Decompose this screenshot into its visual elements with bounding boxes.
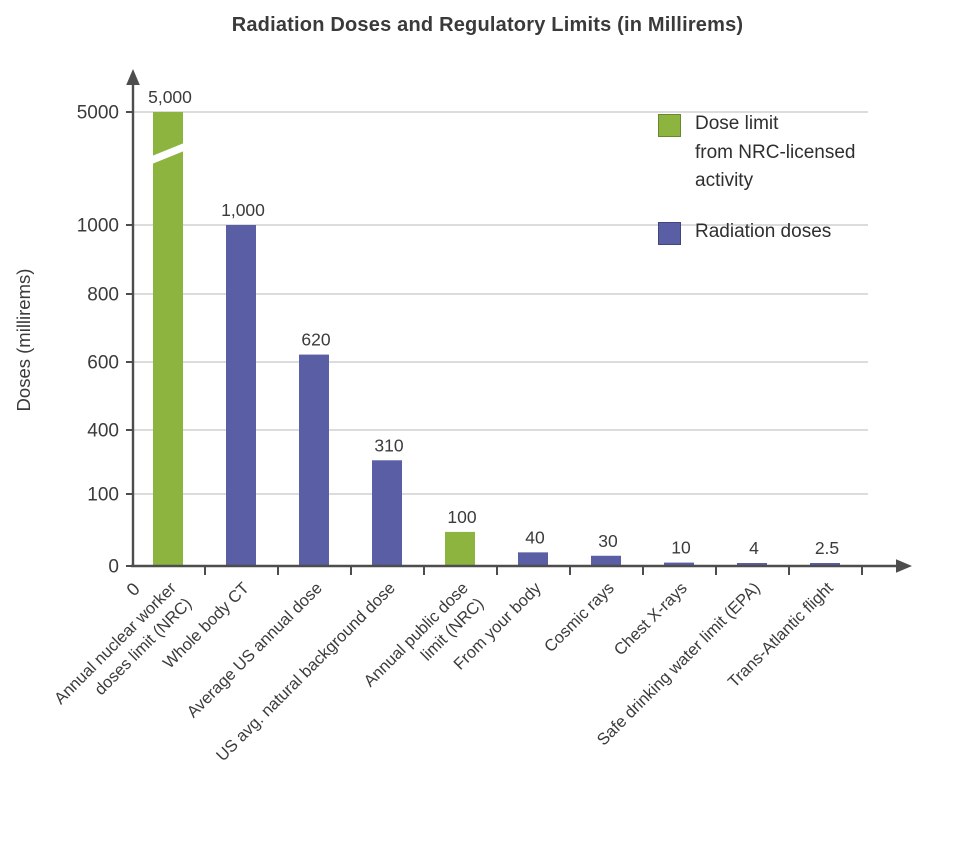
legend-label-line: Radiation doses	[695, 220, 832, 242]
bar-5	[518, 552, 548, 566]
x-category-label-6: Cosmic rays	[541, 579, 618, 656]
bar-1	[226, 225, 256, 566]
y-tick-label-1000: 1000	[77, 216, 119, 237]
y-tick-label-100: 100	[87, 485, 119, 506]
bar-value-label-0: 5,000	[148, 87, 192, 107]
y-tick-label-400: 400	[87, 421, 119, 442]
legend-item-radiation-doses: Radiation doses	[658, 218, 855, 247]
bar-2	[299, 354, 329, 566]
bar-value-label-1: 1,000	[221, 200, 265, 220]
legend-label-radiation-doses: Radiation doses	[695, 218, 831, 247]
legend-label-dose-limit: Dose limit from NRC-licensed activity	[695, 110, 855, 196]
bar-7	[664, 562, 694, 566]
bar-value-label-6: 30	[598, 531, 618, 551]
chart-title: Radiation Doses and Regulatory Limits (i…	[231, 14, 744, 36]
bar-value-label-9: 2.5	[815, 538, 839, 558]
bar-value-label-2: 620	[301, 330, 330, 350]
x-origin-label: 0	[123, 579, 144, 600]
y-tick-label-0: 0	[108, 557, 119, 578]
chart-legend: Dose limit from NRC-licensed activity Ra…	[658, 110, 855, 268]
bar-4	[445, 531, 475, 566]
bar-value-label-7: 10	[671, 538, 691, 558]
y-tick-label-800: 800	[87, 285, 119, 306]
bar-8	[737, 563, 767, 566]
y-tick-label-5000: 5000	[77, 103, 119, 124]
y-tick-label-600: 600	[87, 353, 119, 374]
bar-value-label-3: 310	[374, 435, 403, 455]
legend-label-line: activity	[695, 170, 754, 191]
bar-value-label-4: 100	[447, 507, 476, 527]
legend-item-dose-limit: Dose limit from NRC-licensed activity	[658, 110, 855, 196]
legend-swatch-radiation-doses-icon	[658, 221, 681, 245]
x-category-label-2: Average US annual dose	[184, 579, 326, 721]
bar-value-label-5: 40	[525, 527, 545, 547]
bar-9	[810, 563, 840, 566]
bar-value-label-8: 4	[749, 538, 759, 558]
legend-label-line: Dose limit	[695, 113, 779, 134]
axis-break-icon	[147, 141, 189, 166]
y-axis-arrow-icon	[126, 69, 140, 85]
legend-swatch-dose-limit-icon	[658, 114, 681, 137]
legend-label-line: from NRC-licensed	[695, 141, 856, 163]
bar-6	[591, 555, 621, 566]
x-axis-arrow-icon	[896, 559, 912, 573]
bar-0	[153, 112, 183, 566]
x-category-label-7: Chest X-rays	[611, 579, 691, 659]
bar-3	[372, 460, 402, 566]
